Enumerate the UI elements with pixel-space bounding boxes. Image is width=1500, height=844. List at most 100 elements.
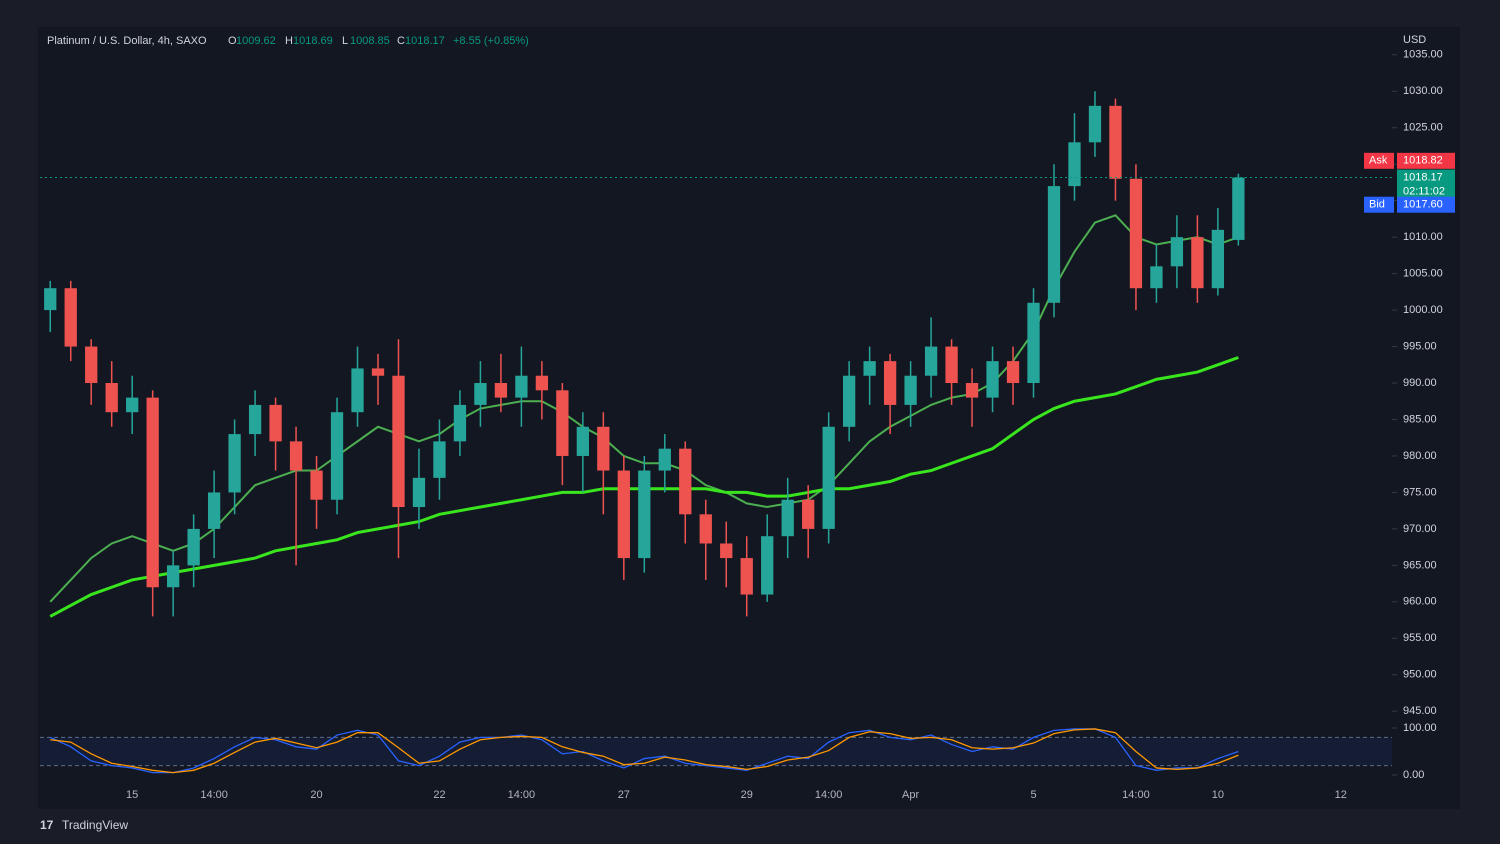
y-tick-label: 1010.00 (1403, 231, 1443, 243)
price-tag: Bid (1369, 199, 1385, 211)
x-tick-label: 14:00 (1122, 789, 1150, 801)
candle-body (617, 470, 630, 559)
last-price: 1018.17 (1403, 171, 1443, 183)
candle-body (986, 361, 999, 398)
candle-body (1047, 186, 1061, 303)
candle-body (699, 514, 712, 544)
x-tick-label: 10 (1212, 789, 1224, 801)
candle-body (535, 375, 549, 391)
candle-body (720, 543, 733, 559)
ohlc-value: 1009.62 (236, 35, 276, 47)
candle-body (269, 404, 282, 442)
candle-body (289, 441, 303, 471)
candle-body (883, 361, 897, 405)
candle-body (843, 375, 856, 427)
candle-body (248, 404, 262, 435)
y-tick-label: 1005.00 (1403, 268, 1443, 280)
price-tag-box (1364, 152, 1394, 169)
candle-body (207, 492, 221, 529)
osc-tick-label: 0.00 (1403, 769, 1424, 781)
candle-body (433, 441, 446, 478)
countdown: 02:11:02 (1403, 185, 1445, 197)
chart-title: Platinum / U.S. Dollar, 4h, SAXO (47, 35, 207, 47)
candle-body (126, 397, 139, 413)
candle-body (781, 499, 794, 537)
candle-body (85, 346, 98, 384)
x-tick-label: 22 (433, 789, 445, 801)
y-tick-label: 1000.00 (1403, 304, 1443, 316)
y-tick-label: 965.00 (1403, 559, 1437, 571)
currency: USD (1403, 34, 1426, 46)
osc-line (50, 728, 1239, 774)
candle-body (822, 426, 835, 529)
candle-body (638, 470, 651, 559)
price-tag-box (1364, 196, 1394, 213)
candle-body (1191, 237, 1204, 289)
candle-body (1006, 361, 1020, 384)
x-tick-label: 12 (1335, 789, 1347, 801)
candle-body (351, 368, 364, 413)
y-tick-label: 970.00 (1403, 523, 1437, 535)
candle-body (1150, 266, 1163, 289)
ohlc-value: 1008.85 (350, 35, 390, 47)
price-tag: Ask (1369, 155, 1388, 167)
candle-body (863, 361, 876, 376)
x-tick-label: 14:00 (200, 789, 228, 801)
candle-body (1088, 105, 1102, 143)
candle-body (64, 288, 77, 347)
y-tick-label: 955.00 (1403, 632, 1437, 644)
candle-body (494, 383, 508, 398)
ohlc-key: O (228, 35, 237, 47)
candle-body (1109, 105, 1122, 179)
candle-body (740, 558, 753, 595)
candle-body (310, 470, 323, 500)
candle-body (658, 448, 671, 471)
ohlc-key: H (285, 35, 293, 47)
candle-body (1170, 237, 1184, 267)
x-tick-label: 5 (1030, 789, 1036, 801)
x-tick-label: Apr (902, 789, 919, 801)
y-tick-label: 975.00 (1403, 486, 1437, 498)
x-tick-label: 20 (310, 789, 322, 801)
candle-body (146, 397, 159, 588)
brand-logo: 17 (40, 818, 54, 832)
osc-line (49, 728, 1239, 774)
x-tick-label: 14:00 (508, 789, 536, 801)
last-price-box (1397, 169, 1455, 200)
candle-body (965, 383, 979, 398)
ohlc-value: 1018.17 (405, 35, 445, 47)
price-label: 1017.60 (1403, 199, 1443, 211)
ohlc-value: 1018.69 (293, 35, 333, 47)
candle-body (576, 426, 589, 456)
candle-body (105, 383, 118, 413)
y-tick-label: 985.00 (1403, 413, 1437, 425)
candle-body (1211, 229, 1225, 289)
candle-body (371, 368, 385, 376)
y-tick-label: 945.00 (1403, 705, 1437, 717)
candle-body (904, 375, 917, 405)
y-tick-label: 990.00 (1403, 377, 1437, 389)
change: +8.55 (+0.85%) (453, 35, 529, 47)
x-tick-label: 27 (618, 789, 630, 801)
candle-body (392, 375, 405, 508)
candle-body (1027, 302, 1040, 384)
x-tick-label: 29 (741, 789, 753, 801)
price-label: 1018.82 (1403, 155, 1443, 167)
candle-body (1232, 177, 1245, 240)
y-tick-label: 1030.00 (1403, 85, 1443, 97)
candle-body (453, 404, 467, 442)
candle-body (597, 426, 610, 471)
price-box (1397, 196, 1455, 213)
osc-band-fill (40, 737, 1392, 766)
osc-tick-label: 100.00 (1403, 722, 1437, 734)
x-tick-label: 15 (126, 789, 138, 801)
candle-body (556, 390, 569, 456)
y-tick-label: 960.00 (1403, 596, 1437, 608)
candle-body (1068, 142, 1081, 187)
candle-body (412, 477, 426, 508)
candle-body (330, 412, 344, 500)
candle-body (474, 383, 487, 405)
y-tick-label: 950.00 (1403, 669, 1437, 681)
